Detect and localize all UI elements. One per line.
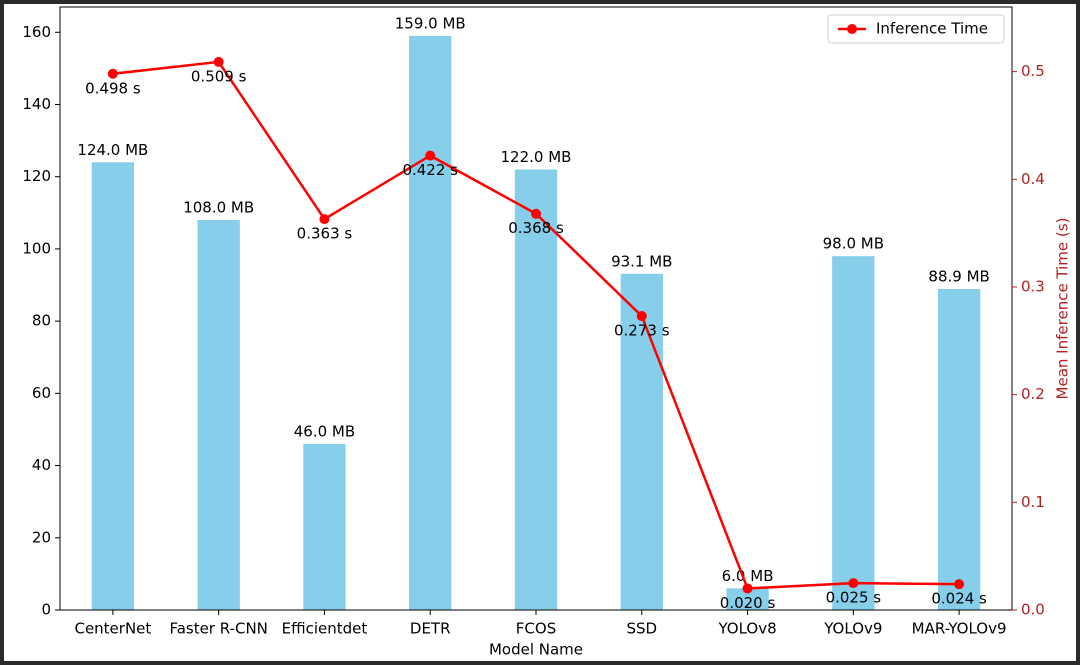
x-tick-label: FCOS	[516, 620, 556, 638]
bar	[514, 169, 558, 610]
bar-value-label: 88.9 MB	[928, 268, 989, 286]
bar	[832, 256, 875, 610]
y2-tick-label: 0.1	[1021, 493, 1045, 511]
bar-value-label: 122.0 MB	[501, 148, 572, 166]
x-tick-label: DETR	[410, 620, 451, 638]
y-tick-label: 80	[32, 312, 51, 330]
line-value-label: 0.498 s	[85, 79, 141, 97]
line-point	[319, 214, 330, 225]
x-tick-label: YOLOv9	[823, 620, 882, 638]
line-point	[848, 578, 859, 589]
x-tick-label: CenterNet	[74, 620, 151, 638]
line-value-label: 0.025 s	[826, 589, 882, 607]
y-tick-label: 60	[32, 384, 51, 402]
bar	[937, 289, 981, 610]
bar	[197, 220, 240, 610]
x-tick-label: Efficientdet	[282, 620, 368, 638]
y-tick-label: 40	[32, 456, 51, 474]
y-tick-label: 140	[22, 95, 51, 113]
line-value-label: 0.020 s	[720, 594, 776, 612]
line-point	[425, 150, 436, 161]
line-value-label: 0.422 s	[402, 161, 458, 179]
y2-tick-label: 0.2	[1021, 385, 1045, 403]
bar-value-label: 46.0 MB	[294, 422, 355, 440]
bar	[620, 273, 663, 610]
y2-tick-label: 0.4	[1021, 170, 1045, 188]
bar	[303, 443, 346, 610]
y2-axis-label: Mean Inference Time (s)	[1054, 218, 1072, 400]
y2-tick-label: 0.3	[1021, 277, 1045, 295]
y-tick-label: 0	[41, 601, 51, 619]
y-tick-label: 100	[22, 239, 51, 257]
line-point	[213, 56, 224, 67]
bar-value-label: 124.0 MB	[77, 141, 148, 159]
bar-value-label: 159.0 MB	[395, 14, 466, 32]
line-value-label: 0.024 s	[931, 590, 987, 608]
line-point	[636, 311, 647, 322]
legend-label: Inference Time	[876, 20, 988, 38]
bar-value-label: 93.1 MB	[611, 252, 672, 270]
legend-box	[827, 14, 1005, 44]
legend-marker	[847, 24, 857, 34]
line-value-label: 0.368 s	[508, 219, 564, 237]
line-value-label: 0.509 s	[191, 67, 247, 85]
line-point	[107, 68, 118, 79]
legend: Inference Time	[827, 14, 1005, 44]
y2-tick-label: 0.0	[1021, 601, 1045, 619]
line-value-label: 0.363 s	[297, 225, 353, 243]
line-value-label: 0.273 s	[614, 322, 670, 340]
bar	[726, 588, 769, 610]
x-tick-label: Faster R-CNN	[169, 620, 267, 638]
x-tick-label: SSD	[626, 620, 657, 638]
y-tick-label: 20	[32, 528, 51, 546]
bar	[91, 162, 135, 610]
y-tick-label: 160	[22, 23, 51, 41]
line-point	[531, 208, 541, 219]
x-tick-label: MAR-YOLOv9	[912, 620, 1007, 638]
bar-value-label: 6.0 MB	[722, 567, 774, 585]
bar-value-label: 108.0 MB	[183, 199, 254, 217]
y-tick-label: 120	[22, 167, 51, 185]
line-point	[742, 583, 753, 594]
x-tick-label: YOLOv8	[717, 620, 776, 638]
y2-tick-label: 0.5	[1021, 62, 1045, 80]
line-point	[954, 579, 965, 590]
bar-value-label: 98.0 MB	[823, 235, 884, 253]
x-axis-label: Model Name	[489, 641, 583, 659]
bar	[409, 35, 452, 610]
